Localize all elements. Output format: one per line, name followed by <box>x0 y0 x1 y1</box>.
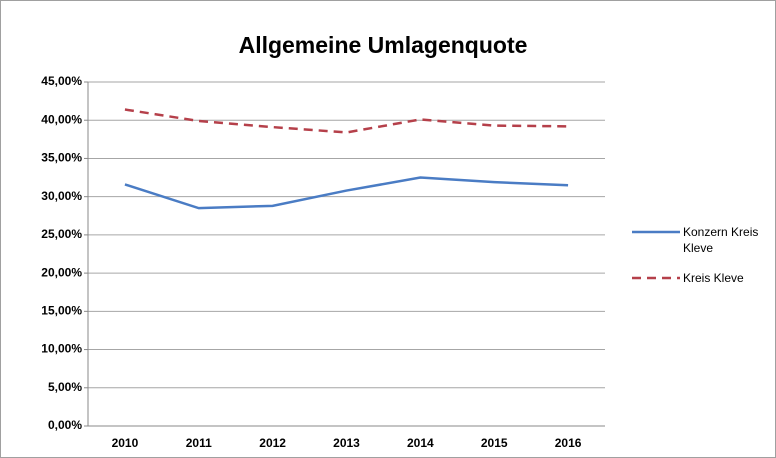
y-tick-label: 25,00% <box>41 227 82 241</box>
y-tick-label: 35,00% <box>41 151 82 165</box>
line-series <box>124 176 569 210</box>
y-tick-label: 45,00% <box>41 74 82 88</box>
x-tick-label: 2014 <box>407 436 434 450</box>
y-tick-label: 10,00% <box>41 342 82 356</box>
y-tick-label: 40,00% <box>41 112 82 126</box>
x-tick-label: 2012 <box>259 436 286 450</box>
chart-title: Allgemeine Umlagenquote <box>239 32 528 58</box>
x-tick-label: 2011 <box>186 436 212 450</box>
x-tick-label: 2015 <box>481 436 508 450</box>
legend-label: Kreis Kleve <box>683 271 744 285</box>
x-tick-label: 2010 <box>112 436 139 450</box>
x-tick-label: 2013 <box>333 436 360 450</box>
y-tick-label: 5,00% <box>48 380 82 394</box>
y-tick-label: 15,00% <box>41 304 82 318</box>
legend-label: Konzern Kreis Kleve <box>683 225 759 255</box>
y-tick-label: 30,00% <box>41 189 82 203</box>
x-tick-label: 2016 <box>555 436 582 450</box>
y-tick-label: 0,00% <box>48 418 82 432</box>
y-tick-label: 20,00% <box>41 265 82 279</box>
